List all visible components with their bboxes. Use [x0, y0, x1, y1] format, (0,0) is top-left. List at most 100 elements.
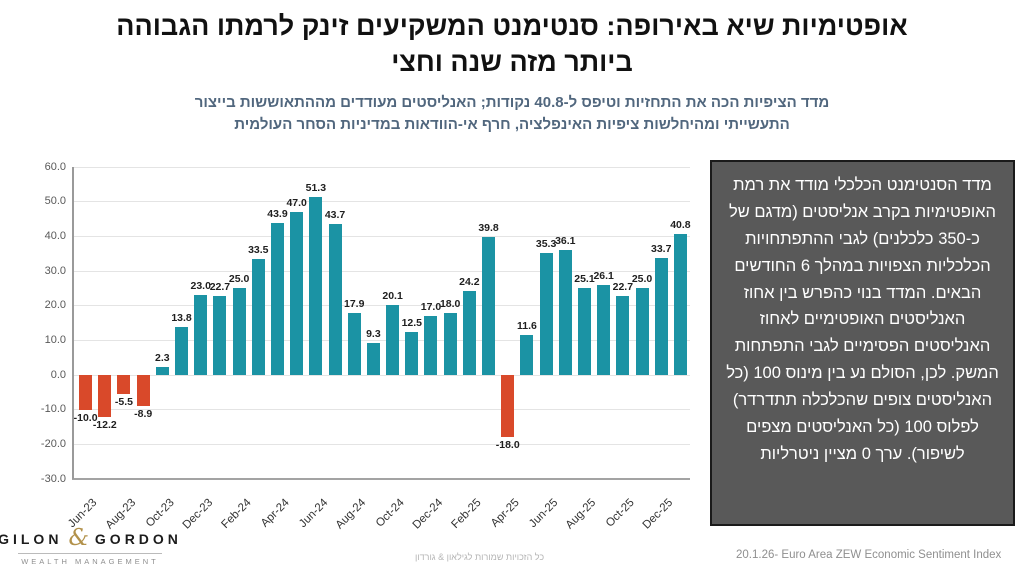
bar	[232, 288, 246, 375]
bar	[117, 375, 131, 395]
gridline	[72, 201, 690, 203]
gridline	[72, 305, 690, 307]
bar-value-label: 13.8	[171, 312, 192, 325]
x-tick-label: Oct-25	[604, 496, 638, 530]
bar	[635, 288, 649, 375]
y-tick-label: 0.0	[50, 368, 66, 381]
bar-value-label: 40.8	[670, 218, 691, 231]
x-tick-label: Feb-24	[219, 496, 254, 532]
bar	[616, 296, 630, 375]
x-tick-label: Dec-25	[640, 496, 676, 532]
gridline	[72, 235, 690, 237]
bar-value-label: 22.7	[612, 281, 634, 294]
bar-value-label: 25.0	[228, 273, 250, 286]
bar-value-label: 2.3	[155, 352, 170, 365]
bar-chart: 60.0 50.0 40.0 30.0 20.0 10.0 0.0 -10.0 -20.0 -30…	[30, 158, 698, 570]
x-tick-label: Oct-23	[143, 496, 177, 530]
info-box: מדד הסנטימנט הכלכלי מודד את רמת האופטימי…	[710, 160, 1015, 526]
bar-value-label: 20.1	[382, 290, 403, 303]
bar	[328, 223, 342, 375]
bar-value-label: 39.8	[478, 222, 499, 235]
bar	[462, 291, 476, 375]
y-axis-line	[72, 167, 74, 479]
bar	[597, 284, 611, 375]
y-tick-label: -10.0	[40, 403, 66, 416]
x-tick-label: Feb-25	[449, 496, 484, 532]
bar	[520, 334, 534, 375]
company-logo: GILON & GORDON WEALTH MANAGEMENT	[0, 527, 178, 567]
gridline	[72, 478, 690, 480]
gridline	[72, 270, 690, 272]
bar-value-label: 33.7	[651, 243, 672, 256]
bar-value-label: 24.2	[459, 276, 480, 289]
page-subtitle-line2: התעשייתי ומהיחלשות ציפיות האינפלציה, חרף…	[234, 115, 790, 133]
x-tick-label: Apr-24	[258, 496, 292, 530]
bar-value-label: 43.9	[267, 207, 288, 220]
bar	[98, 375, 112, 418]
page-subtitle: מדד הציפיות הכה את התחזיות וטיפס ל-40.8 …	[0, 92, 1024, 136]
y-tick-label: -30.0	[40, 472, 66, 485]
gridline	[72, 339, 690, 341]
x-tick-label: Oct-24	[373, 496, 407, 530]
company-logo-wordmark: GILON & GORDON	[0, 527, 178, 550]
bar	[539, 252, 553, 375]
bar-value-label: 33.5	[248, 243, 269, 256]
bar-value-label: 12.5	[401, 316, 422, 329]
bar-value-label: 22.7	[209, 281, 231, 294]
y-tick-label: 10.0	[44, 333, 66, 346]
bar	[366, 342, 380, 375]
bar-value-label: 9.3	[366, 327, 381, 340]
bar	[405, 331, 419, 375]
bar-value-label: 35.3	[535, 237, 557, 250]
x-tick-label: Aug-24	[333, 496, 369, 532]
bar	[443, 312, 457, 375]
copyright-text: כל הזכויות שמורות לגילאון & גורדון	[415, 552, 545, 562]
logo-subtitle: WEALTH MANAGEMENT	[21, 557, 159, 566]
bar-value-label: -5.5	[114, 396, 134, 409]
bar	[386, 305, 400, 375]
x-tick-label: Aug-25	[563, 496, 599, 532]
bar	[654, 258, 668, 375]
bar-value-label: -10.0	[73, 411, 98, 424]
bar	[175, 327, 189, 375]
y-tick-label: 40.0	[44, 229, 66, 242]
bar-value-label: 25.1	[574, 272, 595, 285]
bar-value-label: 11.6	[516, 319, 537, 332]
source-caption: 20.1.26- Euro Area ZEW Economic Sentimen…	[736, 549, 1002, 561]
x-tick-label: Jun-25	[526, 496, 561, 531]
bar	[136, 375, 150, 406]
bar	[501, 375, 515, 438]
bar	[673, 233, 687, 375]
y-tick-label: 60.0	[44, 160, 66, 173]
y-tick-label: 50.0	[44, 195, 66, 208]
bar-value-label: 36.1	[555, 234, 576, 247]
y-tick-label: 30.0	[44, 264, 66, 277]
bar-value-label: 17.0	[420, 301, 442, 314]
x-tick-label: Dec-24	[410, 496, 446, 532]
bar-value-label: 18.0	[439, 297, 461, 310]
page-title: אופטימיות שיא באירופה: סנטימנט המשקיעים …	[0, 8, 1024, 81]
bar-value-label: 43.7	[324, 208, 346, 221]
bar-value-label: 23.0	[190, 280, 211, 293]
bar	[213, 296, 227, 375]
bar	[251, 258, 265, 375]
bar	[309, 197, 323, 375]
bar-value-label: 17.9	[344, 297, 365, 310]
x-tick-label: Apr-25	[489, 496, 522, 530]
bar	[79, 375, 93, 410]
bar	[482, 237, 496, 375]
bar	[194, 295, 208, 375]
bar	[347, 312, 361, 375]
info-box-text: מדד הסנטימנט הכלכלי מודד את רמת האופטימי…	[726, 176, 999, 463]
gridline	[72, 374, 690, 376]
bar-value-label: 47.0	[286, 197, 307, 210]
bar-value-label: -12.2	[92, 419, 117, 432]
bar	[290, 212, 304, 375]
bar-value-label: 26.1	[593, 269, 614, 282]
page-title-line1: אופטימיות שיא באירופה: סנטימנט המשקיעים …	[116, 11, 908, 41]
bar-value-label: -18.0	[495, 439, 520, 452]
logo-divider	[18, 553, 162, 554]
y-tick-label: -20.0	[40, 437, 66, 450]
x-tick-label: Jun-24	[296, 496, 331, 531]
